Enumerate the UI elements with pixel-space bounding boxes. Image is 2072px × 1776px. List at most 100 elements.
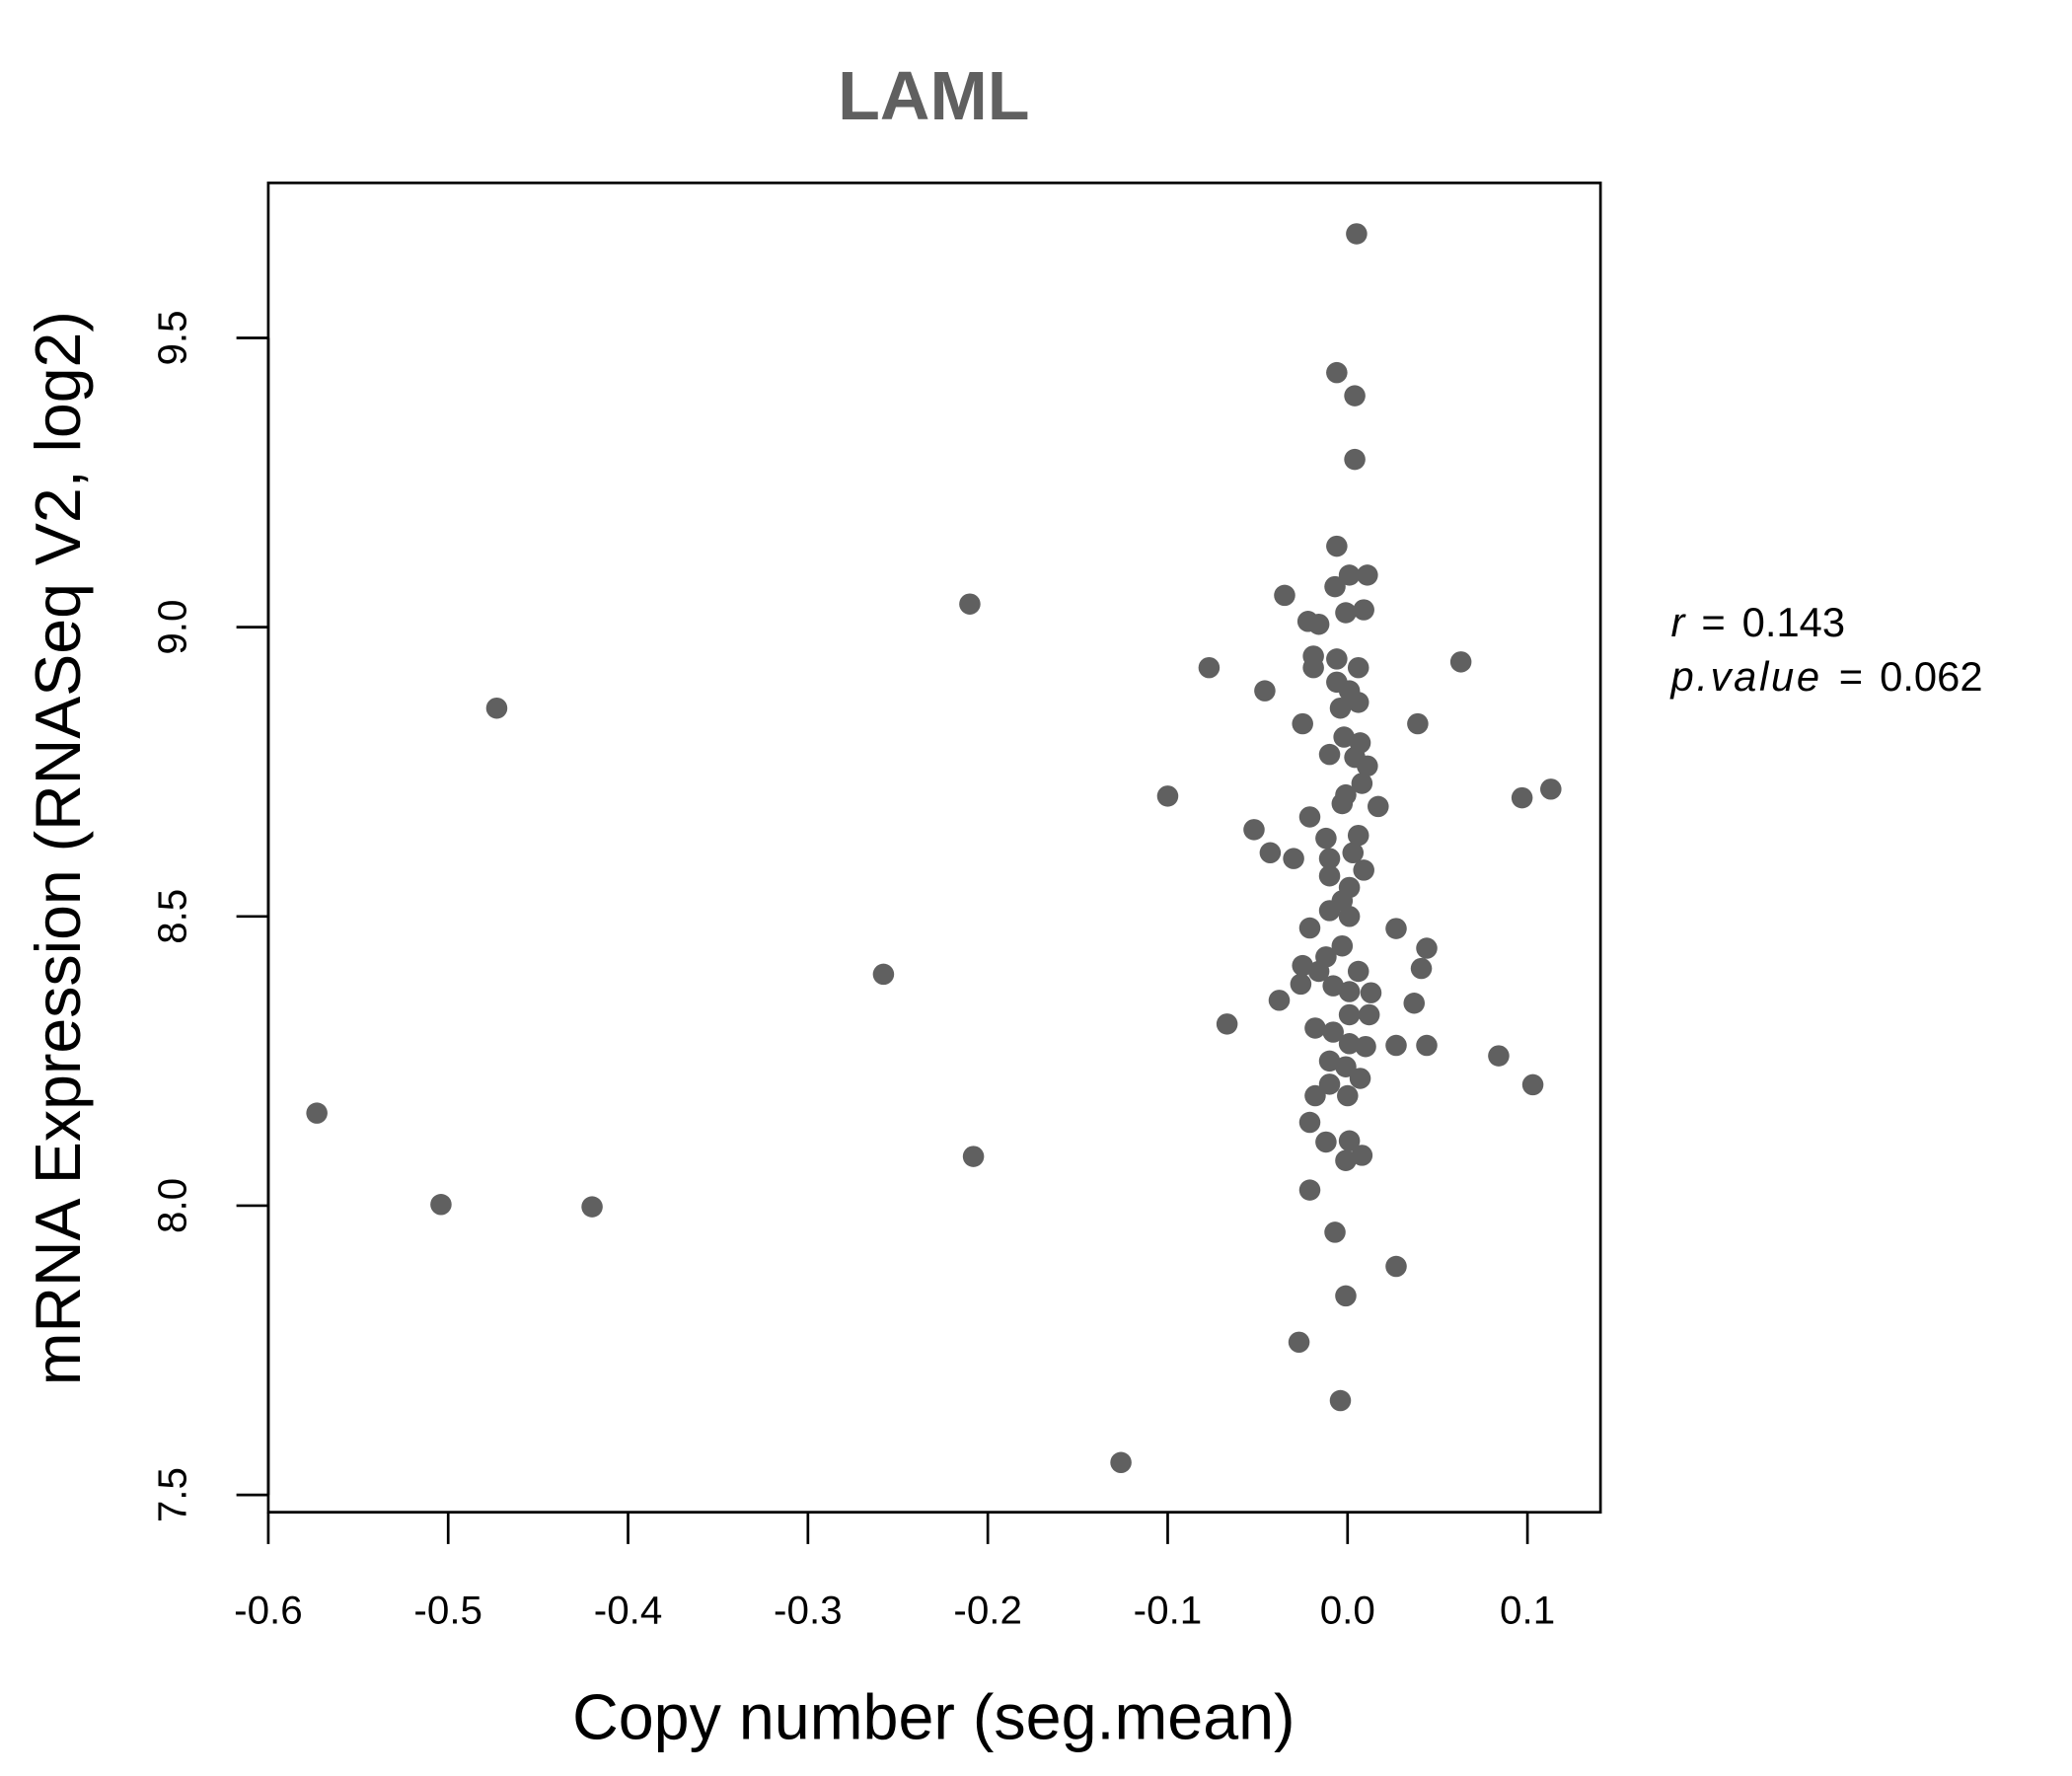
data-point xyxy=(1283,848,1304,869)
data-point xyxy=(1338,981,1361,1002)
data-point xyxy=(1337,1084,1359,1107)
plot-frame xyxy=(266,182,1602,1515)
data-point xyxy=(1243,819,1265,841)
data-point xyxy=(1274,584,1295,607)
y-tick-label: 7.5 xyxy=(149,1467,194,1522)
y-axis: 7.5 8.0 8.5 9.0 9.5 xyxy=(149,310,270,1522)
data-point xyxy=(1511,786,1533,809)
data-point xyxy=(1385,1255,1407,1278)
y-axis-label: mRNA Expression (RNASeq V2, log2) xyxy=(23,311,94,1385)
data-point xyxy=(1353,859,1374,881)
data-point xyxy=(1329,1389,1352,1412)
x-axis-label: Copy number (seg.mean) xyxy=(572,1681,1295,1752)
data-point xyxy=(1318,1073,1341,1095)
r-value: 0.143 xyxy=(1742,599,1845,645)
data-point xyxy=(1357,564,1378,586)
data-point xyxy=(1326,361,1348,384)
data-point xyxy=(1329,697,1352,719)
data-point xyxy=(1521,1073,1544,1096)
y-tick-label: 8.5 xyxy=(149,889,194,944)
data-point xyxy=(872,963,895,986)
data-point xyxy=(1385,1034,1407,1057)
data-points xyxy=(306,223,1562,1474)
data-point xyxy=(1488,1045,1510,1067)
data-point xyxy=(1110,1451,1132,1474)
y-tick-label: 8.0 xyxy=(149,1178,194,1233)
chart-title: LAML xyxy=(838,57,1029,134)
data-point xyxy=(1292,712,1313,735)
p-value: 0.062 xyxy=(1880,653,1982,700)
data-point xyxy=(1410,957,1433,980)
y-tick-label: 9.0 xyxy=(149,600,194,655)
data-point xyxy=(1347,656,1369,679)
data-point xyxy=(1338,1130,1361,1152)
x-tick-label: -0.1 xyxy=(1134,1588,1203,1633)
data-point xyxy=(1298,806,1321,828)
data-point xyxy=(1335,1056,1357,1077)
data-point xyxy=(1298,1111,1321,1134)
x-tick-label: -0.3 xyxy=(774,1588,843,1633)
x-tick-label: 0.0 xyxy=(1320,1588,1375,1633)
data-point xyxy=(1298,1179,1321,1201)
data-point xyxy=(1298,917,1321,939)
data-point xyxy=(1355,1035,1376,1058)
data-point xyxy=(1351,773,1373,794)
data-point xyxy=(1344,448,1366,471)
data-point xyxy=(1347,960,1369,983)
data-point xyxy=(1335,1149,1357,1171)
data-point xyxy=(1368,795,1389,818)
data-point xyxy=(962,1146,985,1167)
data-point xyxy=(306,1102,328,1124)
x-tick-label: -0.4 xyxy=(594,1588,663,1633)
data-point xyxy=(1326,535,1348,557)
data-point xyxy=(1360,982,1382,1003)
data-point xyxy=(1338,564,1361,586)
data-point xyxy=(1338,1003,1361,1026)
x-tick-label: -0.5 xyxy=(413,1588,482,1633)
data-point xyxy=(1358,1003,1380,1026)
p-eq: = xyxy=(1839,653,1863,700)
data-point xyxy=(1259,842,1282,864)
svg-text:r = 0.143: r = 0.143 xyxy=(1670,599,1845,645)
data-point xyxy=(1357,755,1378,777)
data-point xyxy=(1315,1131,1337,1153)
data-point xyxy=(1335,1285,1357,1307)
data-point xyxy=(485,697,508,719)
data-point xyxy=(1318,1050,1341,1073)
data-point xyxy=(1347,824,1369,847)
data-point xyxy=(1349,1068,1371,1089)
data-point xyxy=(1290,973,1312,996)
data-point xyxy=(1322,1021,1344,1043)
data-point xyxy=(1407,712,1429,735)
data-point xyxy=(1335,602,1357,624)
data-point xyxy=(1304,1017,1326,1039)
data-point xyxy=(1324,1221,1346,1243)
data-point xyxy=(1292,954,1313,977)
data-point xyxy=(1338,906,1361,927)
data-point xyxy=(1403,992,1426,1014)
data-point xyxy=(1449,651,1472,673)
data-point xyxy=(1385,918,1407,939)
correlation-annotation: r = 0.143 p.value = 0.062 xyxy=(1668,599,1982,700)
data-point xyxy=(581,1196,603,1218)
data-point xyxy=(1307,960,1330,983)
data-point xyxy=(1344,385,1366,407)
data-point xyxy=(1318,900,1341,922)
data-point xyxy=(1322,975,1344,997)
data-point xyxy=(1318,848,1341,869)
p-label: p.value xyxy=(1668,653,1821,700)
data-point xyxy=(1268,990,1291,1011)
r-eq: = xyxy=(1701,599,1725,645)
data-point xyxy=(1333,726,1355,748)
data-point xyxy=(1198,656,1221,679)
data-point xyxy=(1416,937,1438,959)
data-point xyxy=(1342,842,1365,864)
data-point xyxy=(1331,934,1354,957)
data-point xyxy=(1351,1145,1373,1166)
data-point xyxy=(1307,613,1330,635)
x-axis: -0.6 -0.5 -0.4 -0.3 -0.2 -0.1 0.0 0.1 xyxy=(234,1511,1555,1633)
svg-text:p.value = 0.062: p.value = 0.062 xyxy=(1668,653,1982,700)
data-point xyxy=(1416,1034,1438,1057)
x-tick-label: -0.6 xyxy=(234,1588,303,1633)
